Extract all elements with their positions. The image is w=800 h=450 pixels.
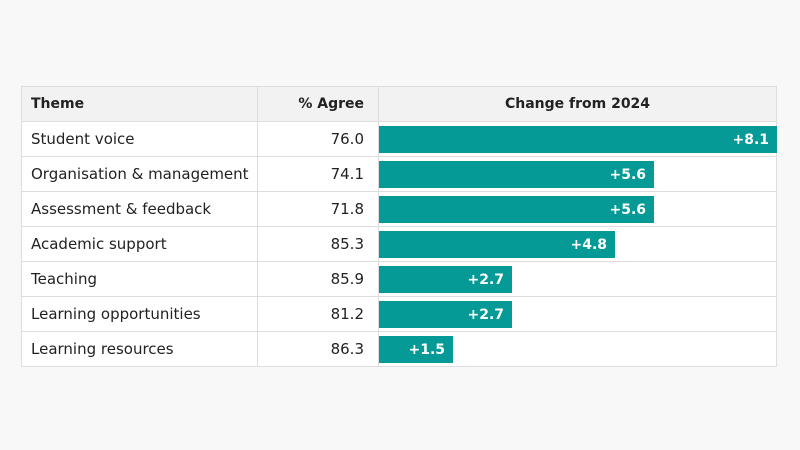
theme-label: Learning resources <box>21 331 258 367</box>
change-bar: +4.8 <box>379 231 615 258</box>
change-bar: +5.6 <box>379 196 654 223</box>
change-cell: +2.7 <box>378 261 777 297</box>
change-cell: +5.6 <box>378 191 777 227</box>
theme-label: Academic support <box>21 226 258 262</box>
agree-value: 86.3 <box>257 331 379 367</box>
change-cell: +2.7 <box>378 296 777 332</box>
change-cell: +5.6 <box>378 156 777 192</box>
theme-label: Organisation & management <box>21 156 258 192</box>
change-bar: +5.6 <box>379 161 654 188</box>
table-body: Student voice 76.0 +8.1 Organisation & mana… <box>21 121 777 367</box>
theme-label: Assessment & feedback <box>21 191 258 227</box>
table-row: Learning opportunities 81.2 +2.7 <box>21 296 777 332</box>
table-row: Learning resources 86.3 +1.5 <box>21 331 777 367</box>
table-row: Assessment & feedback 71.8 +5.6 <box>21 191 777 227</box>
theme-label: Learning opportunities <box>21 296 258 332</box>
change-bar: +8.1 <box>379 126 777 153</box>
agree-value: 81.2 <box>257 296 379 332</box>
theme-label: Teaching <box>21 261 258 297</box>
header-row: Theme % Agree Change from 2024 <box>21 86 777 122</box>
table-row: Academic support 85.3 +4.8 <box>21 226 777 262</box>
agree-value: 74.1 <box>257 156 379 192</box>
change-bar: +1.5 <box>379 336 453 363</box>
change-bar: +2.7 <box>379 266 512 293</box>
table-row: Organisation & management 74.1 +5.6 <box>21 156 777 192</box>
table-row: Teaching 85.9 +2.7 <box>21 261 777 297</box>
change-cell: +4.8 <box>378 226 777 262</box>
theme-change-table: Theme % Agree Change from 2024 Student v… <box>21 86 777 367</box>
agree-value: 85.9 <box>257 261 379 297</box>
theme-label: Student voice <box>21 121 258 157</box>
agree-value: 85.3 <box>257 226 379 262</box>
change-cell: +1.5 <box>378 331 777 367</box>
header-change: Change from 2024 <box>378 86 777 122</box>
change-cell: +8.1 <box>378 121 777 157</box>
change-bar: +2.7 <box>379 301 512 328</box>
agree-value: 71.8 <box>257 191 379 227</box>
agree-value: 76.0 <box>257 121 379 157</box>
header-theme: Theme <box>21 86 258 122</box>
header-agree: % Agree <box>257 86 379 122</box>
table-row: Student voice 76.0 +8.1 <box>21 121 777 157</box>
